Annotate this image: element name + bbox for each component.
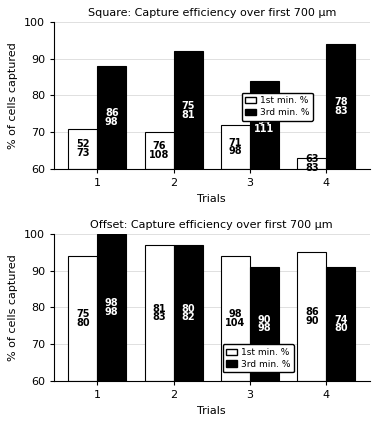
Text: 80: 80	[181, 304, 195, 314]
Bar	[326, 44, 355, 169]
Text: 83: 83	[152, 312, 166, 322]
Bar	[174, 245, 203, 381]
Legend: 1st min. %, 3rd min. %: 1st min. %, 3rd min. %	[242, 92, 313, 120]
Bar	[250, 81, 279, 169]
Text: 75: 75	[181, 101, 195, 111]
Bar	[97, 234, 126, 381]
Text: 98: 98	[229, 146, 242, 156]
Text: 86: 86	[105, 108, 119, 118]
Text: 83: 83	[305, 163, 319, 173]
Text: 71: 71	[229, 138, 242, 148]
X-axis label: Trials: Trials	[197, 406, 226, 416]
Text: 98: 98	[105, 298, 119, 308]
Text: 76: 76	[152, 141, 166, 151]
Bar	[326, 267, 355, 381]
Y-axis label: % of cells captured: % of cells captured	[8, 254, 19, 361]
Text: 98: 98	[105, 117, 119, 127]
X-axis label: Trials: Trials	[197, 194, 226, 204]
Text: 111: 111	[254, 124, 274, 134]
Title: Offset: Capture efficiency over first 700 μm: Offset: Capture efficiency over first 70…	[90, 220, 333, 230]
Legend: 1st min. %, 3rd min. %: 1st min. %, 3rd min. %	[223, 344, 294, 372]
Bar	[221, 256, 250, 381]
Bar	[297, 252, 326, 381]
Text: 90: 90	[258, 315, 271, 325]
Text: 81: 81	[181, 110, 195, 120]
Text: 82: 82	[181, 312, 195, 322]
Text: 86: 86	[305, 307, 319, 317]
Text: 63: 63	[305, 154, 319, 164]
Y-axis label: % of cells captured: % of cells captured	[8, 42, 19, 149]
Text: 73: 73	[76, 148, 90, 158]
Bar	[250, 267, 279, 381]
Text: 98: 98	[258, 324, 271, 333]
Text: 74: 74	[334, 315, 347, 325]
Text: 75: 75	[76, 309, 90, 319]
Bar	[221, 125, 250, 169]
Text: 90: 90	[305, 316, 319, 326]
Bar	[145, 245, 174, 381]
Text: 52: 52	[76, 139, 90, 149]
Text: 94: 94	[258, 115, 271, 126]
Text: 98: 98	[229, 309, 242, 319]
Title: Square: Capture efficiency over first 700 μm: Square: Capture efficiency over first 70…	[88, 8, 336, 18]
Bar	[145, 132, 174, 169]
Text: 83: 83	[334, 106, 348, 116]
Text: 108: 108	[149, 150, 169, 160]
Bar	[68, 256, 97, 381]
Bar	[174, 51, 203, 169]
Bar	[297, 158, 326, 169]
Text: 104: 104	[225, 318, 246, 328]
Text: 81: 81	[152, 304, 166, 314]
Bar	[97, 66, 126, 169]
Text: 98: 98	[105, 307, 119, 317]
Text: 78: 78	[334, 97, 348, 107]
Text: 80: 80	[76, 318, 90, 328]
Text: 80: 80	[334, 324, 348, 333]
Bar	[68, 128, 97, 169]
